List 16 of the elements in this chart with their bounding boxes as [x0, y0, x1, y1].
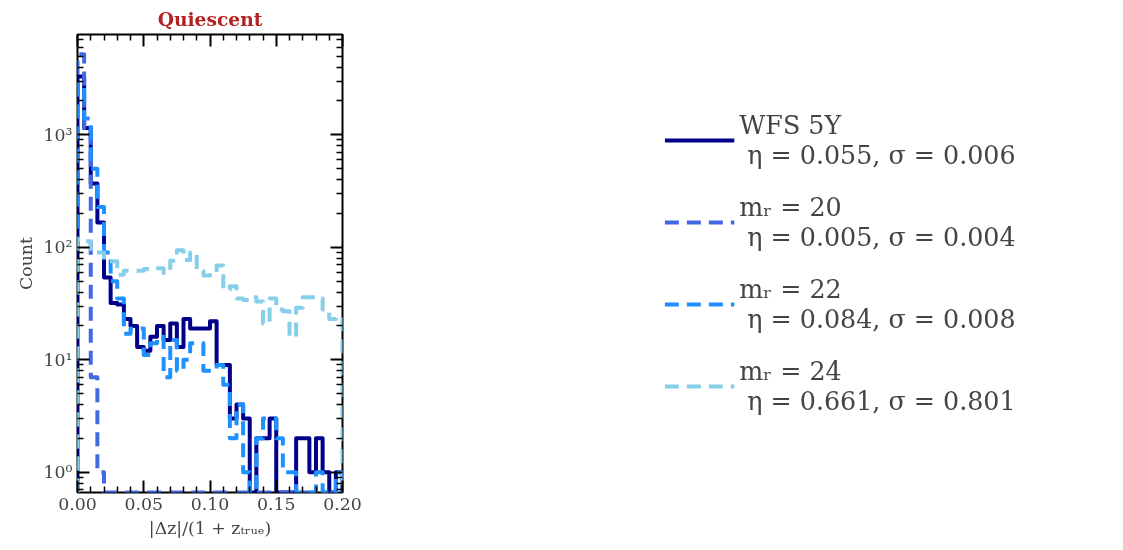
y-tick-label: 10³	[43, 124, 73, 145]
legend-label: WFS 5Y η = 0.055, σ = 0.006	[739, 110, 1016, 170]
y-tick-label: 10²	[43, 237, 73, 258]
x-tick-label: 0.05	[124, 493, 164, 514]
legend-label: mᵣ = 22 η = 0.084, σ = 0.008	[739, 274, 1016, 334]
legend-label: mᵣ = 20 η = 0.005, σ = 0.004	[739, 192, 1016, 252]
x-tick-label: 0.20	[323, 493, 362, 514]
y-tick-label: 10¹	[43, 349, 73, 370]
x-tick-label: 0.00	[58, 493, 97, 514]
y-axis-title: Count	[15, 236, 36, 290]
legend-label: mᵣ = 24 η = 0.661, σ = 0.801	[739, 356, 1016, 416]
x-axis-title: |Δz|/(1 + zₜᵣᵤₑ)	[148, 517, 272, 538]
chart-title: Quiescent	[157, 7, 263, 30]
x-tick-label: 0.15	[256, 493, 296, 514]
x-tick-label: 0.10	[190, 493, 230, 514]
y-tick-label: 10⁰	[43, 462, 73, 483]
